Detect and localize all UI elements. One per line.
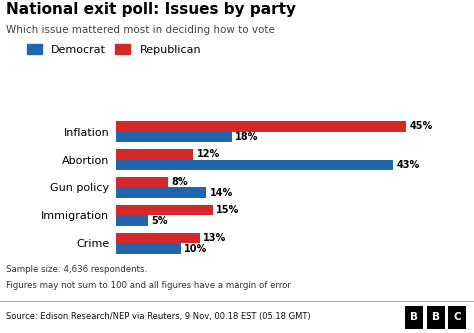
Text: Which issue mattered most in deciding how to vote: Which issue mattered most in deciding ho… xyxy=(6,25,274,35)
Text: 15%: 15% xyxy=(216,205,239,215)
Text: 13%: 13% xyxy=(203,233,227,243)
Text: Source: Edison Research/NEP via Reuters, 9 Nov, 00.18 EST (05.18 GMT): Source: Edison Research/NEP via Reuters,… xyxy=(6,312,310,321)
Bar xyxy=(116,160,393,170)
Text: B: B xyxy=(410,312,418,322)
Text: 45%: 45% xyxy=(410,121,433,131)
Bar xyxy=(116,215,148,226)
Bar xyxy=(116,121,406,132)
Bar xyxy=(116,233,200,243)
Legend: Democrat, Republican: Democrat, Republican xyxy=(27,44,201,55)
Bar xyxy=(116,149,193,160)
Text: B: B xyxy=(432,312,439,322)
FancyBboxPatch shape xyxy=(448,306,466,329)
Bar xyxy=(116,205,213,215)
Text: C: C xyxy=(453,312,461,322)
Text: 5%: 5% xyxy=(152,216,168,226)
Text: 8%: 8% xyxy=(171,177,188,187)
Text: 14%: 14% xyxy=(210,188,233,198)
Text: Figures may not sum to 100 and all figures have a margin of error: Figures may not sum to 100 and all figur… xyxy=(6,281,291,290)
Text: Sample size: 4,636 respondents.: Sample size: 4,636 respondents. xyxy=(6,265,147,274)
Text: 43%: 43% xyxy=(397,160,420,170)
Bar xyxy=(116,187,206,198)
FancyBboxPatch shape xyxy=(427,306,445,329)
Bar xyxy=(116,177,168,187)
FancyBboxPatch shape xyxy=(405,306,423,329)
Text: National exit poll: Issues by party: National exit poll: Issues by party xyxy=(6,2,296,17)
Text: 18%: 18% xyxy=(236,132,259,142)
Bar xyxy=(116,243,181,254)
Text: 10%: 10% xyxy=(184,243,207,253)
Text: 12%: 12% xyxy=(197,149,220,159)
Bar xyxy=(116,132,232,142)
